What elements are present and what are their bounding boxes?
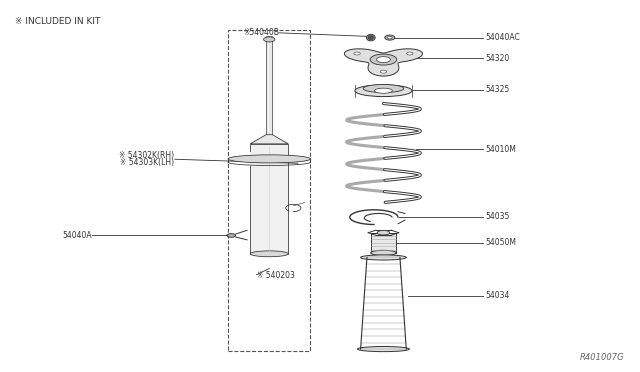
Ellipse shape [360,255,406,260]
Text: ※54040B: ※54040B [243,28,279,37]
Bar [250,152,288,166]
Ellipse shape [380,70,387,73]
Text: 54040AC: 54040AC [485,33,520,42]
Ellipse shape [264,37,275,42]
Ellipse shape [355,85,412,97]
Ellipse shape [250,251,288,257]
Text: ※ 54303K(LH): ※ 54303K(LH) [120,158,174,167]
Ellipse shape [228,155,310,163]
Ellipse shape [376,57,390,62]
Ellipse shape [371,250,396,256]
Text: 54050M: 54050M [485,238,516,247]
Ellipse shape [388,36,392,39]
Bar [371,233,396,253]
Ellipse shape [354,52,360,55]
Ellipse shape [385,35,395,40]
Text: 54325: 54325 [485,86,509,94]
Text: ※ 540203: ※ 540203 [257,271,294,280]
Ellipse shape [406,52,413,55]
Ellipse shape [366,34,375,41]
Ellipse shape [377,231,390,235]
Ellipse shape [368,36,373,39]
Ellipse shape [370,54,397,65]
Ellipse shape [363,84,404,93]
Text: ※ 54302K(RH): ※ 54302K(RH) [119,151,174,160]
Polygon shape [250,135,288,144]
Text: ※ INCLUDED IN KIT: ※ INCLUDED IN KIT [15,17,101,26]
Text: 54035: 54035 [485,212,509,221]
Text: 54010M: 54010M [485,145,516,154]
Text: 54320: 54320 [485,54,509,63]
Bar [250,144,288,254]
Ellipse shape [357,346,410,352]
Ellipse shape [374,88,392,93]
Ellipse shape [227,234,236,237]
Polygon shape [344,49,422,76]
Text: R401007G: R401007G [580,353,625,362]
Text: 54034: 54034 [485,291,509,301]
Bar [228,30,310,351]
Text: 54040A: 54040A [62,231,92,240]
Bar [266,36,273,135]
